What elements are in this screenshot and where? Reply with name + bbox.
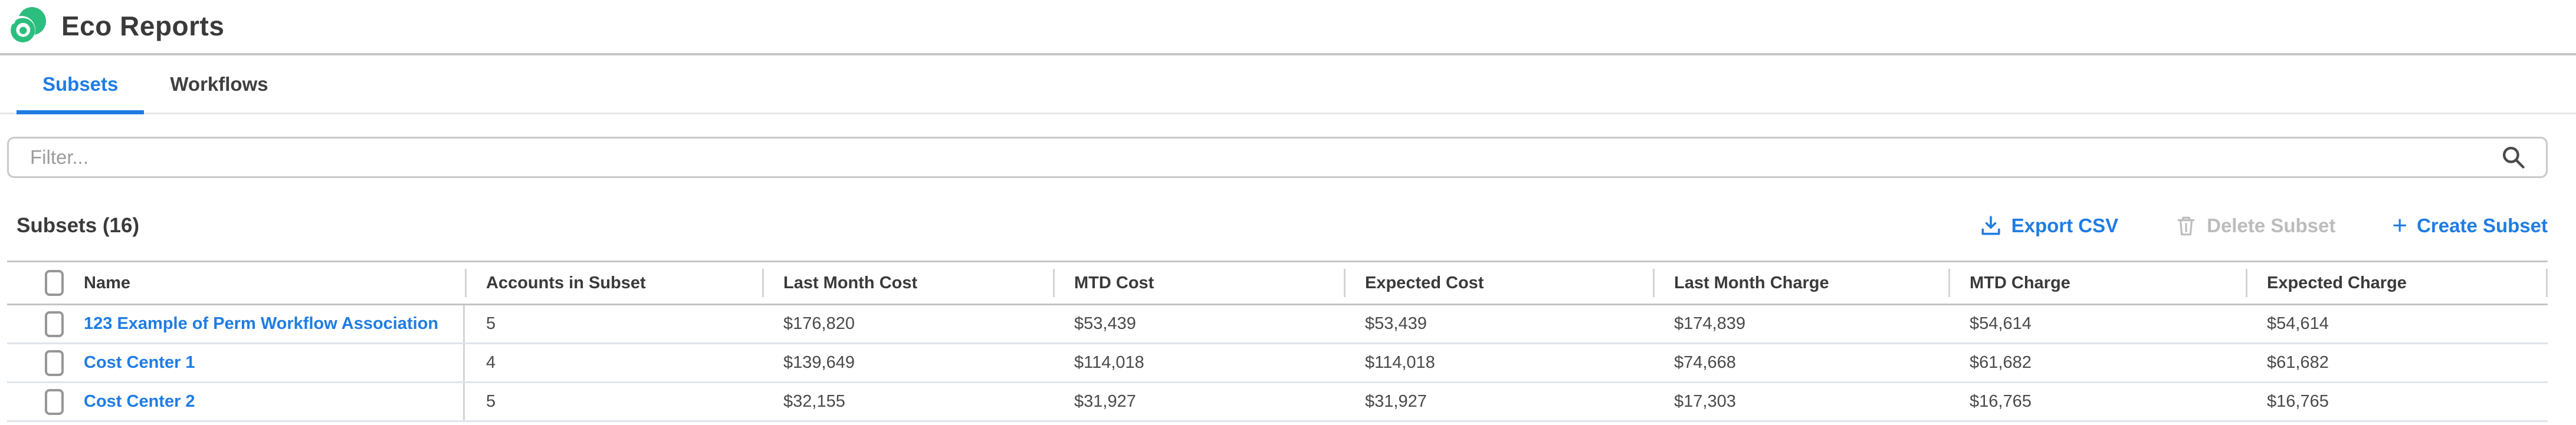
subset-row: Cost Center 2 5 $32,155 $31,927 $31,927 … [7,383,2548,422]
toolbar-actions: Export CSV Delete Subset + Create Subset [1980,213,2548,239]
column-header-mtd-cost: MTD Cost [1053,262,1344,304]
subset-name-link[interactable]: 123 Example of Perm Workflow Association [84,314,439,333]
row-checkbox[interactable] [45,388,64,415]
download-icon [1980,215,2002,237]
column-header-name: Name [7,262,465,304]
export-csv-button[interactable]: Export CSV [1980,215,2119,237]
subset-row: Cost Center 1 4 $139,649 $114,018 $114,0… [7,344,2548,383]
cell-last-month-cost: $139,649 [783,353,855,372]
subset-name-link[interactable]: Cost Center 1 [84,353,195,372]
filter-bar [7,137,2548,178]
subsets-table: Name Accounts in Subset Last Month Cost … [7,261,2548,422]
cell-last-month-cost: $176,820 [783,314,855,333]
subsets-toolbar: Subsets (16) Export CSV [7,209,2548,243]
table-body: 123 Example of Perm Workflow Association… [7,305,2548,422]
delete-subset-button[interactable]: Delete Subset [2175,215,2335,237]
create-subset-label: Create Subset [2417,215,2548,236]
search-icon[interactable] [2500,144,2526,170]
cell-accounts: 5 [486,314,496,333]
cell-last-month-charge: $174,839 [1674,314,1745,333]
delete-subset-label: Delete Subset [2207,215,2336,236]
tab-workflows[interactable]: Workflows [170,73,268,95]
plus-icon: + [2392,211,2408,240]
subset-row: 123 Example of Perm Workflow Association… [7,305,2548,344]
cell-mtd-charge: $61,682 [1970,353,2032,372]
cell-name: 123 Example of Perm Workflow Association [7,305,465,342]
column-header-last-month-cost: Last Month Cost [762,262,1053,304]
cell-last-month-charge: $74,668 [1674,353,1736,372]
subset-name-link[interactable]: Cost Center 2 [84,392,195,411]
column-header-expected-cost: Expected Cost [1344,262,1653,304]
tab-subsets[interactable]: Subsets [17,55,145,114]
tab-bar: Subsets Workflows [0,55,2576,114]
cell-expected-cost: $31,927 [1365,392,1427,411]
eco-reports-logo-icon [7,7,46,45]
column-header-mtd-charge: MTD Charge [1948,262,2246,304]
cell-mtd-cost: $53,439 [1074,314,1136,333]
cell-expected-cost: $53,439 [1365,314,1427,333]
cell-mtd-charge: $16,765 [1970,392,2032,411]
trash-icon [2175,215,2197,237]
column-header-expected-charge: Expected Charge [2246,262,2548,304]
app-header: Eco Reports [0,0,2576,53]
cell-mtd-charge: $54,614 [1970,314,2032,333]
cell-last-month-cost: $32,155 [783,392,845,411]
cell-expected-cost: $114,018 [1365,353,1435,372]
cell-expected-charge: $54,614 [2267,314,2329,333]
subsets-count-heading: Subsets (16) [17,214,140,237]
cell-expected-charge: $16,765 [2267,392,2329,411]
cell-accounts: 4 [486,353,496,372]
page-title: Eco Reports [61,11,225,41]
create-subset-button[interactable]: + Create Subset [2392,213,2548,239]
select-all-checkbox[interactable] [45,270,64,296]
cell-name: Cost Center 2 [7,383,465,420]
cell-last-month-charge: $17,303 [1674,392,1736,411]
filter-input[interactable] [7,137,2548,178]
cell-expected-charge: $61,682 [2267,353,2329,372]
table-header-row: Name Accounts in Subset Last Month Cost … [7,261,2548,305]
export-csv-label: Export CSV [2011,215,2119,236]
row-checkbox[interactable] [45,311,64,337]
row-checkbox[interactable] [45,350,64,376]
cell-mtd-cost: $114,018 [1074,353,1144,372]
column-header-last-month-charge: Last Month Charge [1653,262,1948,304]
cell-mtd-cost: $31,927 [1074,392,1136,411]
column-header-accounts-in-subset: Accounts in Subset [465,262,762,304]
cell-name: Cost Center 1 [7,344,465,381]
header-divider [0,53,2576,55]
cell-accounts: 5 [486,392,496,411]
